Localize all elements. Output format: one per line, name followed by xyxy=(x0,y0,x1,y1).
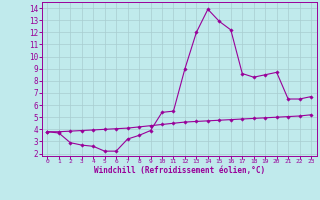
X-axis label: Windchill (Refroidissement éolien,°C): Windchill (Refroidissement éolien,°C) xyxy=(94,166,265,175)
